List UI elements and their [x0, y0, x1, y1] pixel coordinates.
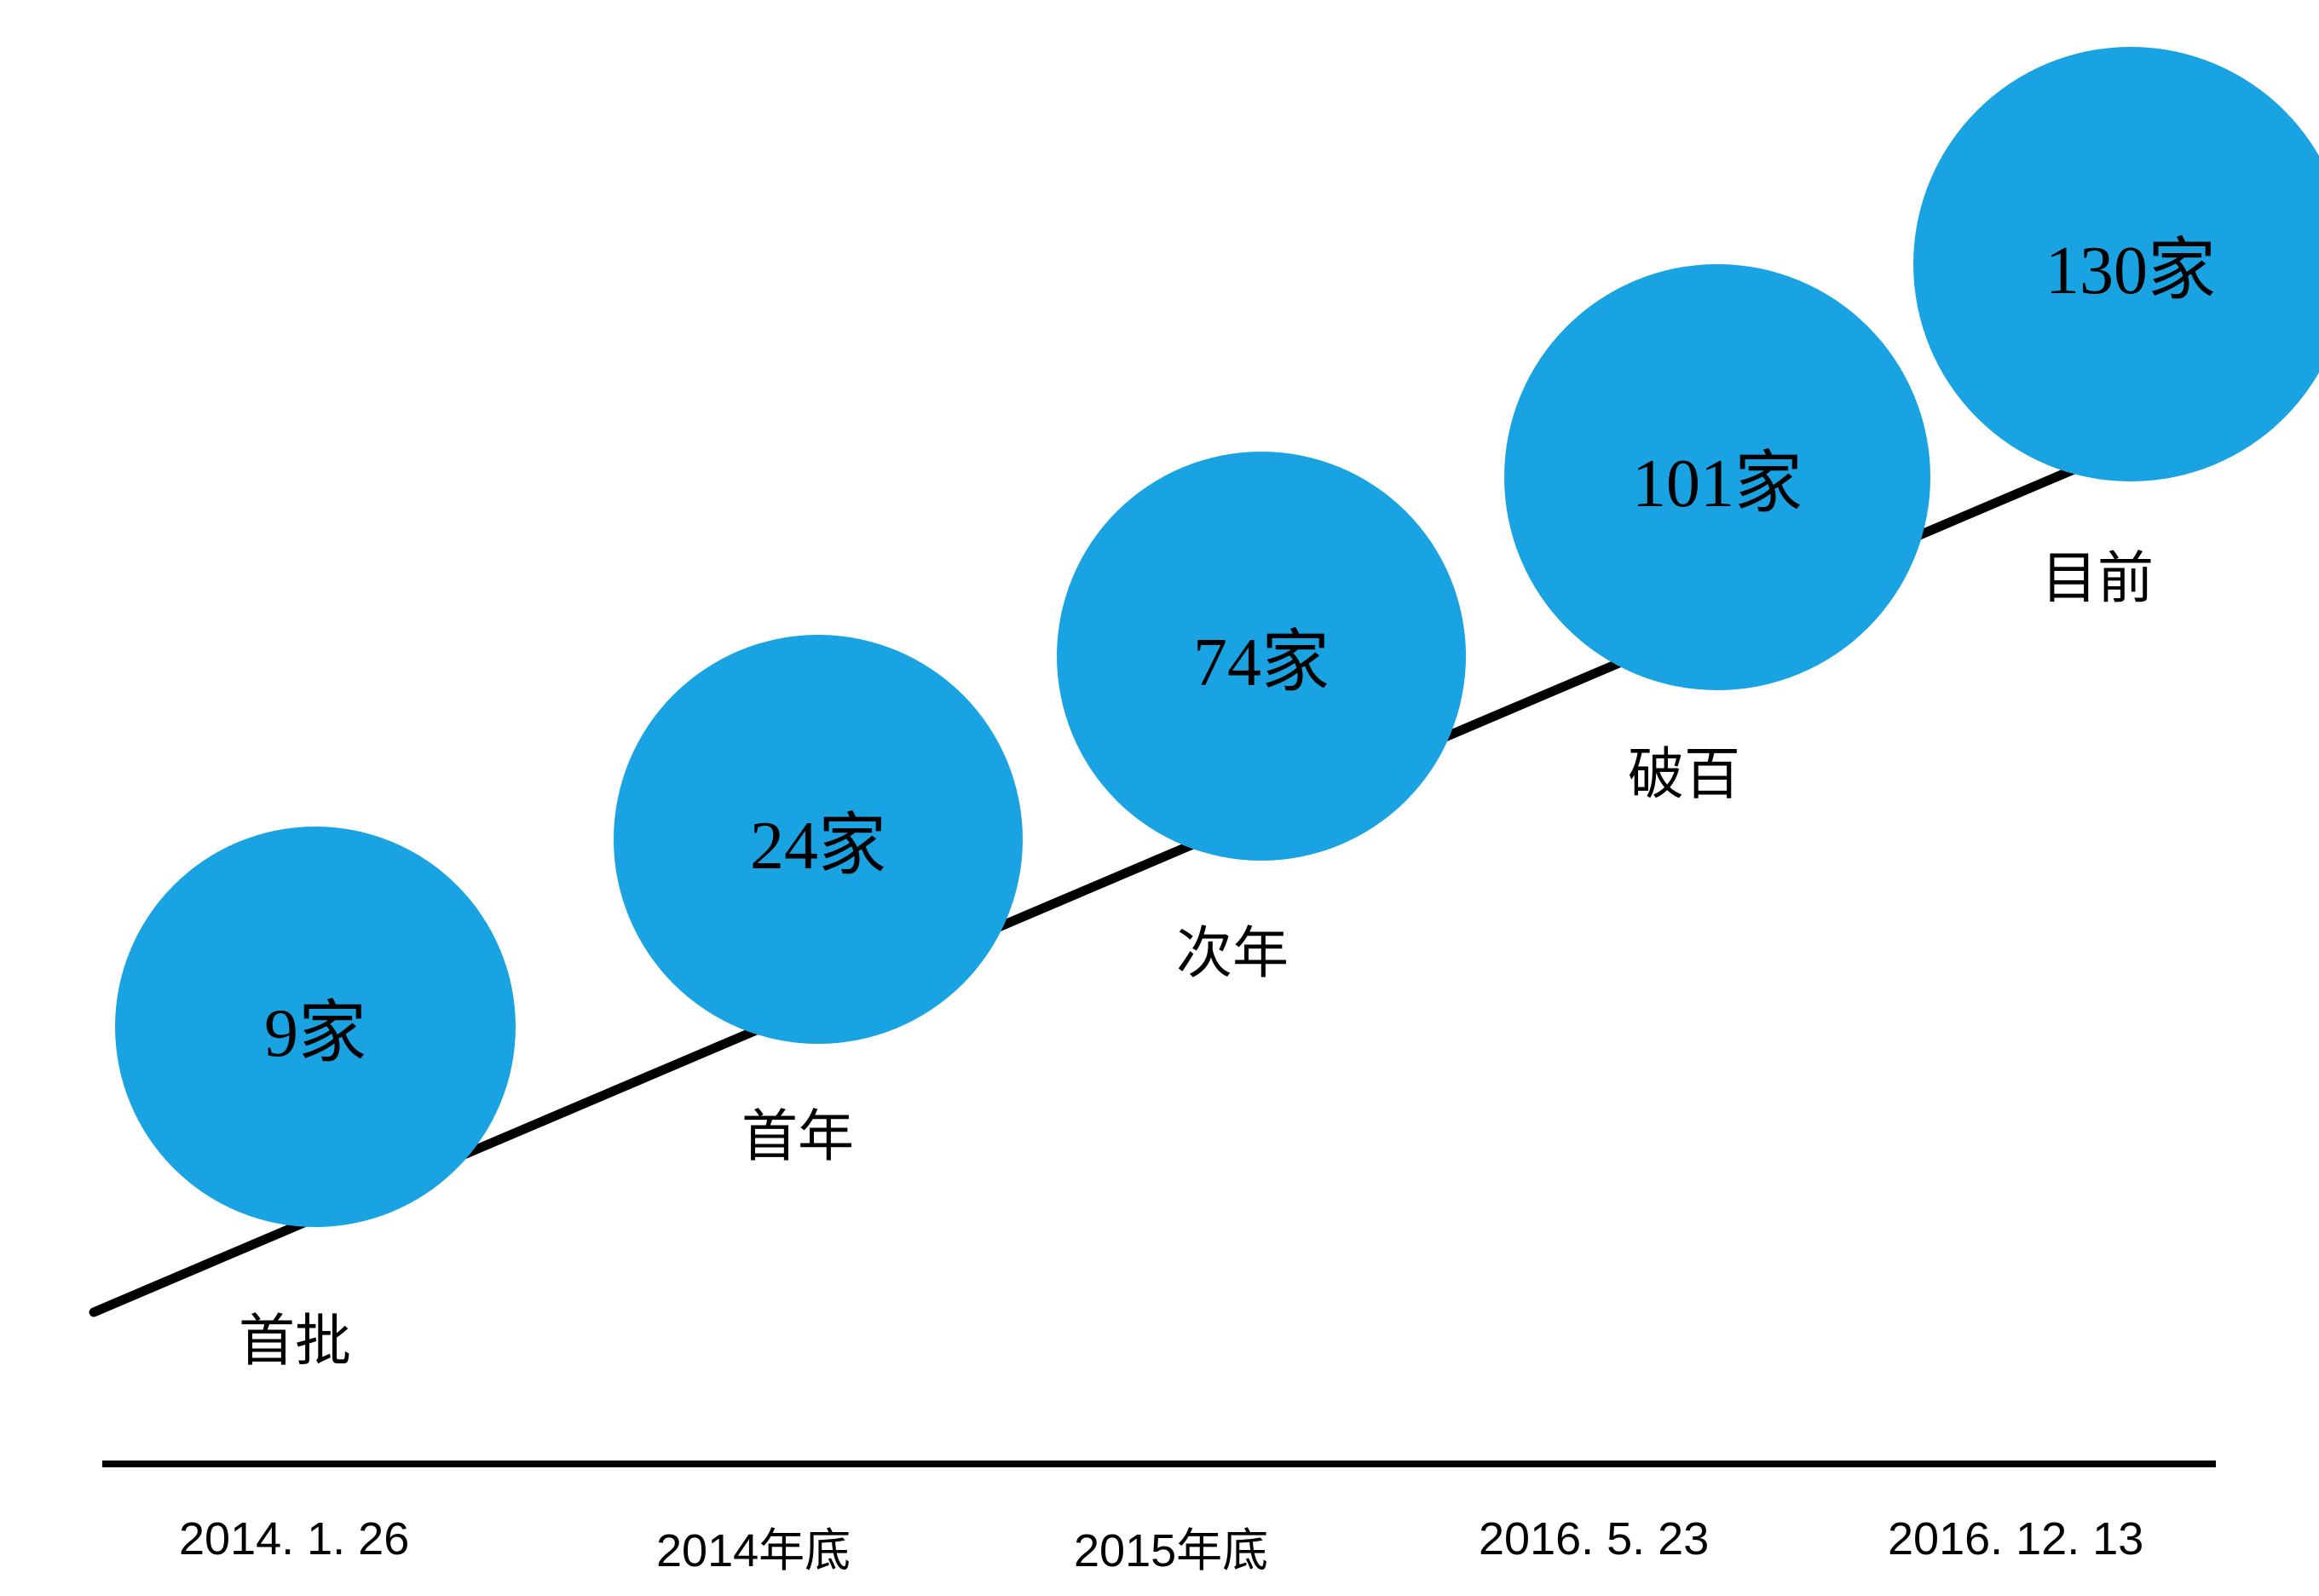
bubble-label-1: 24家 — [750, 790, 886, 889]
axis-label-3: 2016. 5. 23 — [1479, 1512, 1709, 1565]
bubble-label-3: 101家 — [1632, 428, 1803, 527]
milestone-2: 次年 — [1176, 907, 1289, 989]
bubble-label-2: 74家 — [1193, 607, 1330, 706]
bubble-0: 9家 — [115, 827, 516, 1227]
bubble-label-4: 130家 — [2045, 215, 2216, 314]
axis-label-0: 2014. 1. 26 — [179, 1512, 409, 1565]
axis-label-4: 2016. 12. 13 — [1888, 1512, 2143, 1565]
milestone-4: 目前 — [2041, 533, 2154, 614]
milestone-0: 首批 — [239, 1295, 351, 1377]
bubble-label-0: 9家 — [264, 977, 366, 1076]
bubble-2: 74家 — [1057, 452, 1466, 861]
milestone-1: 首年 — [741, 1091, 854, 1173]
bubble-1: 24家 — [614, 635, 1023, 1044]
milestone-3: 破百 — [1628, 729, 1740, 810]
growth-chart: 9家 24家 74家 101家 130家 首批 首年 次年 破百 目前 2014… — [0, 0, 2319, 1596]
bubble-3: 101家 — [1504, 264, 1930, 690]
axis-label-2: 2015年底 — [1074, 1512, 1268, 1580]
axis-label-1: 2014年底 — [656, 1512, 851, 1580]
